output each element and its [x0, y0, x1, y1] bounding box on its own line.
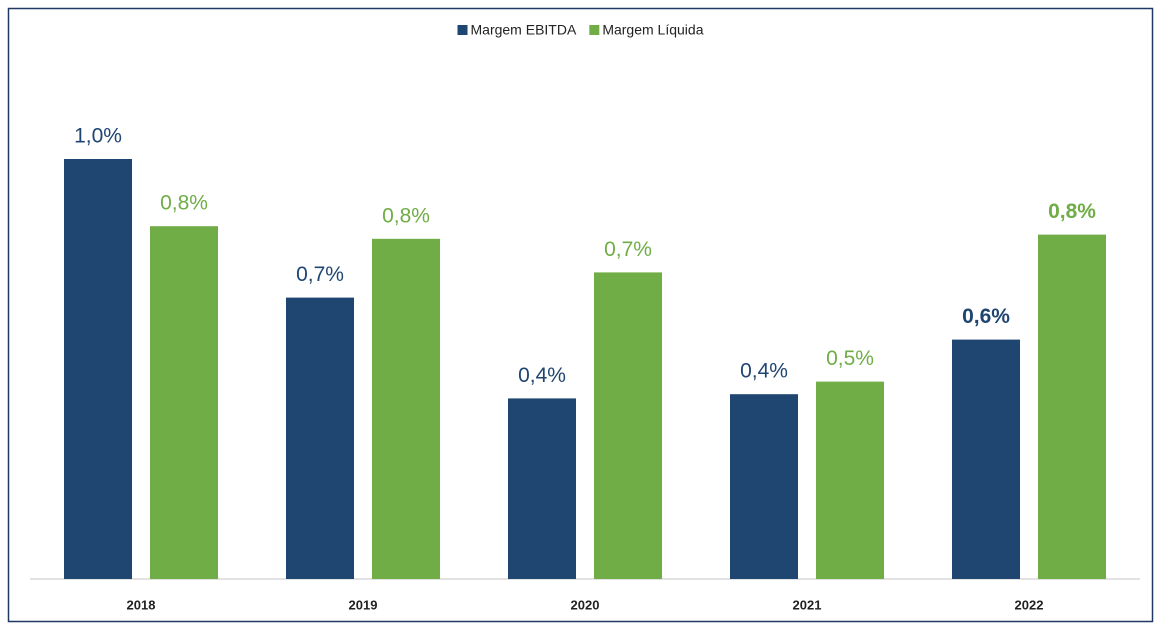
bar: [150, 226, 218, 579]
legend-label: Margem EBITDA: [471, 22, 577, 38]
data-label: 0,6%: [962, 305, 1010, 328]
x-tick-label: 2021: [793, 597, 822, 612]
legend-swatch: [589, 25, 600, 35]
bar: [594, 272, 662, 579]
x-tick-label: 2018: [127, 597, 156, 612]
data-label: 0,7%: [296, 263, 344, 286]
bar: [64, 159, 132, 579]
bar: [286, 297, 354, 579]
data-label: 0,7%: [604, 238, 652, 261]
data-label: 0,4%: [518, 364, 566, 387]
bar: [508, 398, 576, 579]
data-label: 0,8%: [1048, 200, 1096, 223]
bar: [372, 238, 440, 580]
data-label: 0,4%: [740, 360, 788, 383]
x-tick-label: 2020: [571, 597, 600, 612]
bar: [730, 394, 798, 579]
x-tick-label: 2022: [1015, 597, 1044, 612]
legend-label: Margem Líquida: [602, 22, 703, 38]
data-label: 1,0%: [74, 125, 122, 148]
legend-swatch: [457, 25, 468, 35]
data-label: 0,8%: [160, 192, 208, 215]
data-label: 0,8%: [382, 204, 430, 227]
bar: [952, 339, 1020, 579]
x-tick-label: 2019: [349, 597, 378, 612]
data-label: 0,5%: [826, 347, 874, 370]
bar: [1038, 234, 1106, 579]
bar: [816, 381, 884, 579]
